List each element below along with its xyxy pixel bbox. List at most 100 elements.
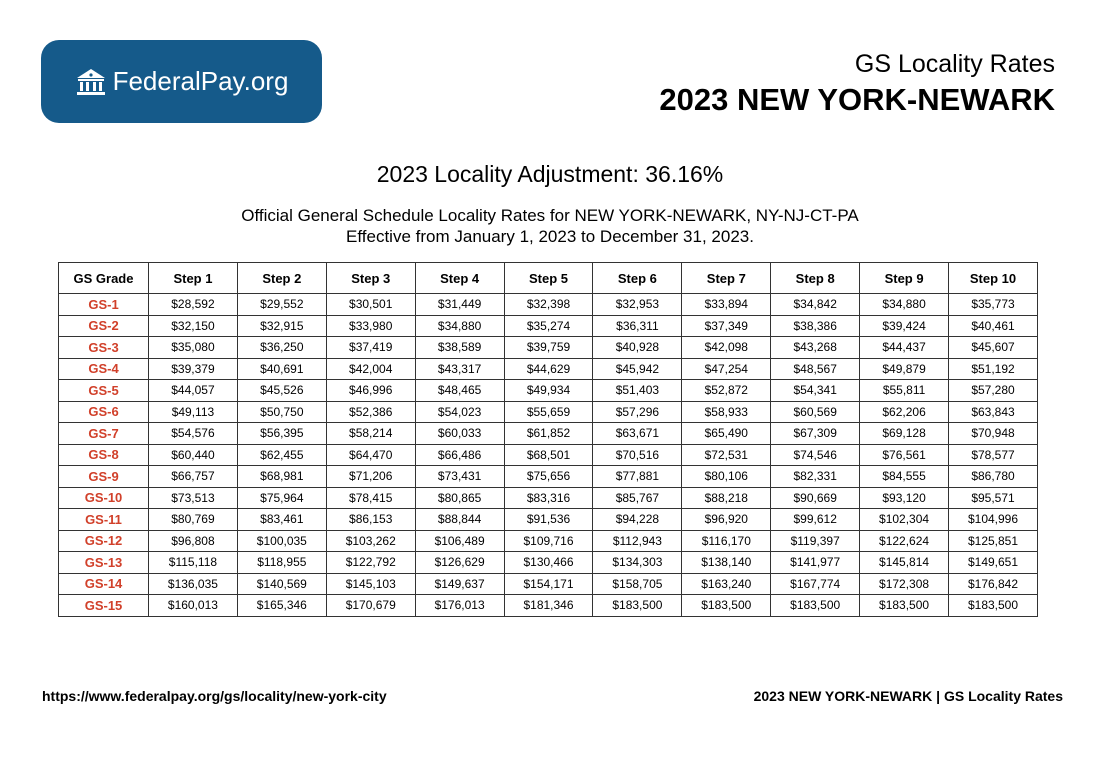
rate-cell: $51,192: [948, 357, 1038, 380]
rate-cell: $32,915: [236, 314, 327, 337]
rate-cell: $112,943: [592, 529, 683, 552]
rate-cell: $39,379: [148, 357, 238, 380]
rate-cell: $40,928: [592, 336, 683, 359]
rate-cell: $70,516: [592, 443, 683, 466]
rate-cell: $35,080: [148, 336, 238, 359]
rate-cell: $73,431: [414, 465, 505, 488]
rate-cell: $32,150: [148, 314, 238, 337]
table-header-row: GS Grade Step 1 Step 2 Step 3 Step 4 Step 5 St…: [58, 262, 1038, 294]
rate-cell: $77,881: [592, 465, 683, 488]
table-row: GS-14 $136,035 $140,569 $145,103 $149,637 $15…: [58, 572, 1038, 595]
rate-cell: $57,280: [948, 379, 1038, 402]
grade-cell: GS-14: [58, 572, 149, 595]
rate-cell: $70,948: [948, 422, 1038, 445]
rate-cell: $88,218: [681, 486, 772, 509]
rate-cell: $160,013: [148, 594, 238, 617]
rate-cell: $183,500: [592, 594, 683, 617]
rate-cell: $66,486: [414, 443, 505, 466]
table-row: GS-6 $49,113 $50,750 $52,386 $54,023 $55,659 $…: [58, 400, 1038, 423]
rate-cell: $34,880: [414, 314, 505, 337]
courthouse-icon: [76, 68, 105, 95]
rate-cell: $54,341: [770, 379, 861, 402]
rate-cell: $62,206: [859, 400, 950, 423]
rate-cell: $28,592: [148, 293, 238, 316]
rate-cell: $183,500: [859, 594, 950, 617]
rate-cell: $45,942: [592, 357, 683, 380]
rate-cell: $74,546: [770, 443, 861, 466]
rate-cell: $51,403: [592, 379, 683, 402]
rate-cell: $37,419: [325, 336, 416, 359]
rate-cell: $64,470: [325, 443, 416, 466]
rate-cell: $49,113: [148, 400, 238, 423]
rate-cell: $37,349: [681, 314, 772, 337]
rate-cell: $94,228: [592, 508, 683, 531]
rate-cell: $136,035: [148, 572, 238, 595]
rate-cell: $84,555: [859, 465, 950, 488]
table-row: GS-2 $32,150 $32,915 $33,980 $34,880 $35,274 $…: [58, 314, 1038, 337]
column-header-step-9: Step 9: [859, 262, 950, 294]
rate-cell: $145,103: [325, 572, 416, 595]
rate-cell: $44,057: [148, 379, 238, 402]
grade-cell: GS-7: [58, 422, 149, 445]
rate-cell: $54,576: [148, 422, 238, 445]
rate-cell: $58,933: [681, 400, 772, 423]
table-row: GS-8 $60,440 $62,455 $64,470 $66,486 $68,501 $…: [58, 443, 1038, 466]
rate-cell: $176,842: [948, 572, 1038, 595]
column-header-step-7: Step 7: [681, 262, 772, 294]
column-header-step-3: Step 3: [325, 262, 416, 294]
rate-cell: $134,303: [592, 551, 683, 574]
rate-cell: $63,671: [592, 422, 683, 445]
rate-cell: $80,106: [681, 465, 772, 488]
column-header-step-6: Step 6: [592, 262, 683, 294]
table-row: GS-1 $28,592 $29,552 $30,501 $31,449 $32,398 $…: [58, 293, 1038, 316]
rate-cell: $130,466: [503, 551, 594, 574]
rate-cell: $116,170: [681, 529, 772, 552]
grade-cell: GS-4: [58, 357, 149, 380]
grade-cell: GS-8: [58, 443, 149, 466]
rate-cell: $68,981: [236, 465, 327, 488]
rate-cell: $49,934: [503, 379, 594, 402]
rate-cell: $140,569: [236, 572, 327, 595]
rate-cell: $40,691: [236, 357, 327, 380]
column-header-step-4: Step 4: [414, 262, 505, 294]
rate-cell: $96,920: [681, 508, 772, 531]
rate-cell: $60,440: [148, 443, 238, 466]
rate-cell: $42,098: [681, 336, 772, 359]
rate-cell: $102,304: [859, 508, 950, 531]
rate-cell: $38,386: [770, 314, 861, 337]
rate-cell: $82,331: [770, 465, 861, 488]
rate-cell: $91,536: [503, 508, 594, 531]
table-row: GS-9 $66,757 $68,981 $71,206 $73,431 $75,656 $…: [58, 465, 1038, 488]
table-row: GS-12 $96,808 $100,035 $103,262 $106,489 $109…: [58, 529, 1038, 552]
footer-url[interactable]: https://www.federalpay.org/gs/locality/n…: [42, 688, 387, 704]
column-header-grade: GS Grade: [58, 262, 149, 294]
federalpay-logo: FederalPay.org: [41, 40, 322, 123]
table-row: GS-7 $54,576 $56,395 $58,214 $60,033 $61,852 $…: [58, 422, 1038, 445]
rate-cell: $172,308: [859, 572, 950, 595]
rate-cell: $167,774: [770, 572, 861, 595]
rate-cell: $141,977: [770, 551, 861, 574]
rate-cell: $67,309: [770, 422, 861, 445]
table-body: GS-1 $28,592 $29,552 $30,501 $31,449 $32,398 $…: [58, 293, 1038, 617]
rate-cell: $39,424: [859, 314, 950, 337]
rate-cell: $85,767: [592, 486, 683, 509]
rate-cell: $80,769: [148, 508, 238, 531]
rate-cell: $39,759: [503, 336, 594, 359]
rate-cell: $158,705: [592, 572, 683, 595]
rate-cell: $149,637: [414, 572, 505, 595]
rate-cell: $63,843: [948, 400, 1038, 423]
rate-cell: $83,461: [236, 508, 327, 531]
rate-cell: $34,842: [770, 293, 861, 316]
rate-cell: $154,171: [503, 572, 594, 595]
rate-cell: $122,792: [325, 551, 416, 574]
rate-cell: $183,500: [770, 594, 861, 617]
rate-cell: $45,607: [948, 336, 1038, 359]
locality-adjustment: 2023 Locality Adjustment: 36.16%: [376, 161, 724, 187]
rate-cell: $183,500: [948, 594, 1038, 617]
rate-cell: $36,311: [592, 314, 683, 337]
rate-cell: $106,489: [414, 529, 505, 552]
rate-cell: $71,206: [325, 465, 416, 488]
rate-cell: $44,629: [503, 357, 594, 380]
rate-cell: $42,004: [325, 357, 416, 380]
grade-cell: GS-15: [58, 594, 149, 617]
